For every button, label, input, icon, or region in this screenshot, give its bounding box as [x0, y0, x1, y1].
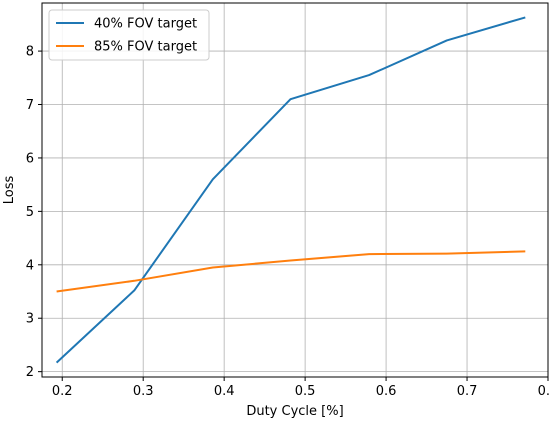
x-tick-label: 0.2 — [52, 384, 73, 399]
y-tick-label: 7 — [26, 98, 34, 113]
grid-lines — [42, 3, 549, 377]
series-line-0 — [55, 16, 526, 364]
legend-label-40-fov: 40% FOV target — [94, 17, 197, 32]
y-tick-label: 5 — [26, 205, 34, 220]
x-axis-ticks: 0.2 0.3 0.4 0.5 0.6 0.7 0.8 — [52, 377, 550, 399]
x-tick-label: 0.4 — [214, 384, 235, 399]
y-tick-label: 4 — [26, 258, 34, 273]
y-tick-label: 3 — [26, 312, 34, 327]
legend-label-85-fov: 85% FOV target — [94, 40, 197, 55]
series-line-1 — [56, 250, 526, 293]
legend: 40% FOV target 85% FOV target — [48, 9, 210, 61]
y-axis-ticks: 2 3 4 5 6 7 8 — [26, 45, 42, 380]
y-tick-label: 6 — [26, 151, 34, 166]
plot-frame — [41, 2, 549, 378]
x-tick-label: 0.8 — [538, 384, 550, 399]
y-tick-label: 2 — [26, 365, 34, 380]
x-tick-label: 0.3 — [133, 384, 154, 399]
x-tick-label: 0.6 — [376, 384, 397, 399]
y-axis-label: Loss — [2, 176, 17, 205]
x-tick-label: 0.7 — [457, 384, 478, 399]
legend-box — [48, 9, 210, 61]
y-tick-label: 8 — [26, 45, 34, 60]
x-tick-label: 0.5 — [295, 384, 316, 399]
x-axis-label: Duty Cycle [%] — [246, 404, 343, 419]
series-lines — [55, 16, 526, 364]
